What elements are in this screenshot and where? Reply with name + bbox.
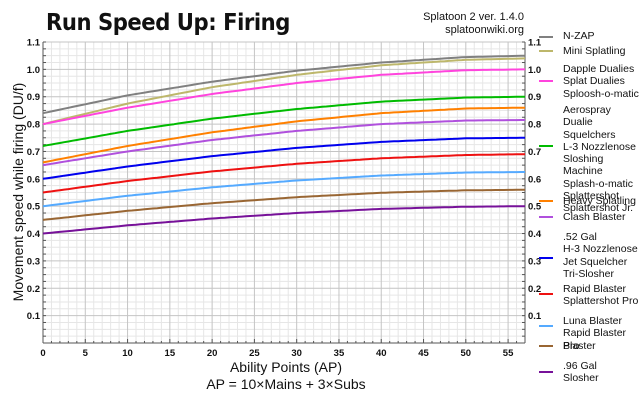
y-tick-label: 0.9 — [27, 92, 40, 103]
axes — [42, 41, 526, 344]
series-line-7 — [42, 153, 525, 194]
series-line-8 — [42, 171, 525, 208]
data-series — [42, 54, 526, 235]
x-tick-label: 40 — [376, 348, 387, 359]
legend-label: Luna Blaster Rapid Blaster Pro — [563, 315, 627, 352]
legend-label: Rapid Blaster Splattershot Pro — [563, 283, 639, 308]
series-line-10 — [42, 205, 525, 235]
y-tick-label-right: 0.4 — [528, 229, 542, 240]
series-line-0 — [42, 54, 526, 115]
y-tick-label: 1.1 — [27, 38, 41, 49]
y-tick-label: 0.7 — [27, 147, 40, 158]
y-tick-label-right: 0.3 — [528, 256, 541, 267]
x-tick-label: 30 — [291, 348, 302, 359]
legend-swatch — [539, 371, 553, 373]
series-line-2 — [42, 68, 525, 126]
legend-swatch — [539, 257, 553, 259]
x-tick-label: 25 — [249, 348, 260, 359]
legend-label: .96 Gal Slosher — [563, 360, 599, 385]
source-text: splatoonwiki.org — [445, 24, 524, 36]
y-tick-label: 0.8 — [27, 120, 40, 131]
x-axis-tick-labels: 0 5 10 15 20 25 30 35 40 45 50 55 — [40, 348, 514, 359]
y-axis-tick-labels-left: 0.1 0.2 0.3 0.4 0.5 0.6 0.7 0.8 0.9 1.0 1.1 — [27, 38, 41, 323]
legend-swatch — [539, 80, 553, 82]
y-tick-label: 0.6 — [27, 174, 40, 185]
legend-swatch — [539, 325, 553, 327]
y-tick-label-right: 0.1 — [528, 311, 542, 322]
legend-swatch — [539, 145, 553, 147]
y-tick-label-right: 0.7 — [528, 147, 541, 158]
x-axis-label: Ability Points (AP) — [230, 359, 342, 375]
x-tick-label: 20 — [207, 348, 218, 359]
y-tick-label: 1.0 — [27, 65, 40, 76]
y-tick-label: 0.1 — [27, 311, 41, 322]
legend-label: Mini Splatling — [563, 45, 626, 57]
legend-label: Blaster — [563, 340, 596, 352]
legend: N-ZAP Mini Splatling Dapple Dualies Splat … — [535, 0, 640, 400]
y-tick-label-right: 0.2 — [528, 284, 541, 295]
legend-label: Heavy Splatling — [563, 195, 636, 207]
y-tick-label-right: 0.5 — [528, 202, 542, 213]
x-axis-formula: AP = 10×Mains + 3×Subs — [206, 376, 365, 392]
series-line-6 — [42, 136, 525, 180]
x-tick-label: 45 — [418, 348, 429, 359]
version-text: Splatoon 2 ver. 1.4.0 — [423, 11, 524, 23]
y-axis-label: Movement speed while firing (DU/f) — [10, 83, 26, 302]
y-axis-tick-labels-right: 0.1 0.2 0.3 0.4 0.5 0.6 0.7 0.8 0.9 1.0 1.1 — [528, 38, 542, 323]
x-tick-label: 55 — [503, 348, 514, 359]
y-tick-label: 0.3 — [27, 256, 40, 267]
series-line-4 — [42, 106, 525, 164]
x-tick-label: 5 — [83, 348, 89, 359]
y-tick-label-right: 0.6 — [528, 174, 541, 185]
legend-swatch — [539, 345, 553, 347]
legend-label: N-ZAP — [563, 30, 595, 42]
y-tick-label: 0.4 — [27, 229, 41, 240]
series-line-9 — [42, 188, 525, 221]
legend-swatch — [539, 200, 553, 202]
legend-label: Clash Blaster — [563, 211, 626, 223]
x-tick-label: 0 — [40, 348, 45, 359]
legend-label: Aerospray Dualie Squelchers L-3 Nozzleno… — [563, 104, 636, 215]
y-tick-label: 0.5 — [27, 202, 41, 213]
series-line-3 — [42, 95, 526, 147]
y-tick-label-right: 0.8 — [528, 120, 541, 131]
x-tick-label: 10 — [122, 348, 133, 359]
credit: Splatoon 2 ver. 1.4.0 splatoonwiki.org — [423, 11, 524, 37]
y-tick-label-right: 1.0 — [528, 65, 541, 76]
legend-swatch — [539, 293, 553, 295]
legend-label: .52 Gal H-3 Nozzlenose Jet Squelcher Tri… — [563, 231, 638, 280]
chart-title: Run Speed Up: Firing — [46, 10, 290, 36]
legend-swatch — [539, 36, 553, 38]
x-tick-label: 50 — [461, 348, 472, 359]
legend-swatch — [539, 216, 553, 218]
x-tick-label: 35 — [334, 348, 345, 359]
minor-gridlines — [43, 42, 526, 343]
legend-label: Dapple Dualies Splat Dualies Sploosh-o-m… — [563, 63, 639, 100]
x-tick-label: 15 — [165, 348, 176, 359]
y-tick-label: 0.2 — [27, 284, 40, 295]
series-line-5 — [42, 119, 525, 167]
y-tick-label-right: 0.9 — [528, 92, 541, 103]
series-line-1 — [42, 57, 526, 126]
y-tick-label-right: 1.1 — [528, 38, 542, 49]
legend-swatch — [539, 50, 553, 52]
